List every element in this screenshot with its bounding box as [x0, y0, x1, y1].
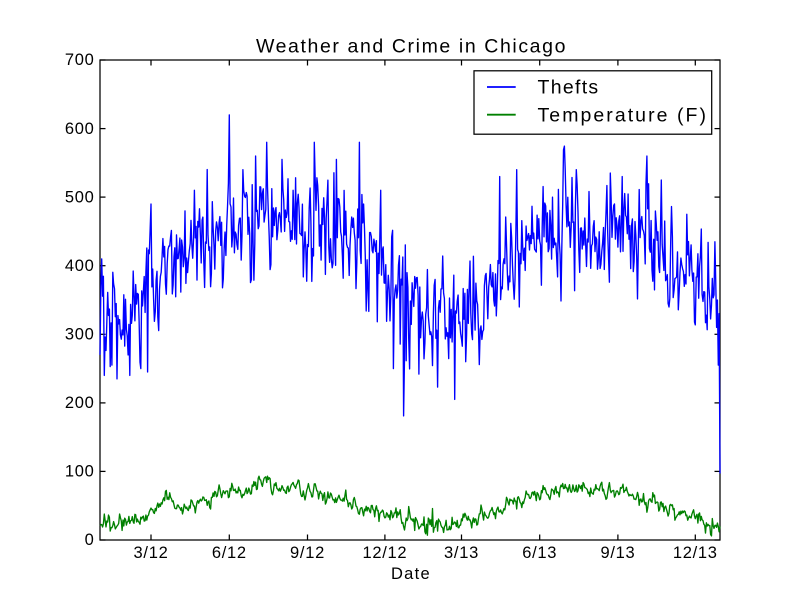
svg-text:700: 700 [65, 51, 95, 69]
svg-text:12/13: 12/13 [673, 544, 718, 562]
svg-text:Date: Date [391, 565, 431, 583]
svg-text:9/12: 9/12 [290, 544, 325, 562]
svg-text:Weather and Crime in Chicago: Weather and Crime in Chicago [256, 36, 567, 58]
svg-text:0: 0 [85, 531, 95, 549]
svg-text:500: 500 [65, 188, 95, 206]
svg-text:400: 400 [65, 257, 95, 275]
svg-text:9/13: 9/13 [600, 544, 635, 562]
svg-text:6/12: 6/12 [212, 544, 247, 562]
svg-text:Thefts: Thefts [538, 77, 600, 99]
svg-text:12/12: 12/12 [363, 544, 408, 562]
svg-text:6/13: 6/13 [522, 544, 557, 562]
svg-text:100: 100 [65, 463, 95, 481]
svg-text:3/12: 3/12 [134, 544, 169, 562]
svg-text:Temperature (F): Temperature (F) [538, 105, 709, 127]
svg-text:600: 600 [65, 120, 95, 138]
svg-text:3/13: 3/13 [444, 544, 479, 562]
svg-text:200: 200 [65, 394, 95, 412]
svg-text:300: 300 [65, 326, 95, 344]
